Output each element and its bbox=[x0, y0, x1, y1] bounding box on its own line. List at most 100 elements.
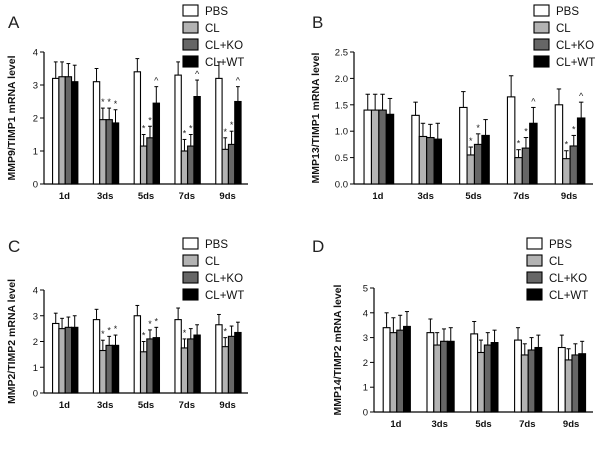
legend-swatch bbox=[182, 55, 199, 68]
y-tick-label: 4 bbox=[33, 286, 38, 297]
y-axis-label: MMP2/TIMP2 mRNA level bbox=[6, 279, 18, 404]
bar bbox=[527, 349, 536, 413]
bar bbox=[389, 332, 398, 413]
bar bbox=[174, 74, 182, 185]
significance-mark: * bbox=[114, 324, 118, 334]
legend-label: CL+KO bbox=[549, 273, 587, 285]
significance-mark: * bbox=[565, 140, 569, 150]
y-tick-label: 0 bbox=[363, 408, 368, 419]
significance-mark: * bbox=[524, 127, 528, 137]
bar bbox=[180, 347, 189, 394]
bar bbox=[221, 346, 229, 394]
y-tick-label: 2 bbox=[33, 337, 38, 348]
significance-mark: * bbox=[155, 316, 159, 326]
bar bbox=[564, 359, 573, 413]
bar bbox=[52, 77, 60, 185]
bar bbox=[481, 134, 490, 185]
bar bbox=[111, 344, 120, 394]
legend: PBS CL CL+KO CL+WT bbox=[533, 4, 595, 69]
bar bbox=[52, 322, 60, 394]
x-category-label: 1d bbox=[372, 191, 383, 202]
y-tick-label: 0.5 bbox=[335, 153, 348, 164]
legend-swatch bbox=[526, 237, 543, 250]
bar bbox=[227, 335, 236, 394]
x-category-label: 3ds bbox=[97, 191, 113, 202]
bar bbox=[174, 319, 182, 394]
bar bbox=[105, 119, 113, 185]
significance-mark: * bbox=[101, 329, 105, 339]
legend-label: CL+WT bbox=[205, 290, 244, 302]
legend: PBS CL CL+KO CL+WT bbox=[526, 237, 588, 302]
y-tick-label: 4 bbox=[33, 48, 38, 59]
bar bbox=[554, 104, 564, 185]
y-tick-label: 1 bbox=[33, 147, 38, 158]
legend-label: CL+WT bbox=[556, 57, 595, 69]
legend-swatch bbox=[533, 4, 550, 17]
bar bbox=[370, 109, 380, 185]
y-tick-label: 0 bbox=[33, 180, 38, 191]
bar bbox=[187, 145, 195, 185]
bar bbox=[64, 76, 73, 185]
bar bbox=[58, 328, 66, 394]
bar bbox=[221, 148, 229, 185]
bar bbox=[411, 114, 420, 185]
panel-letter: A bbox=[8, 13, 20, 32]
y-tick-label: 2.5 bbox=[335, 48, 348, 59]
bar bbox=[557, 346, 566, 413]
bar bbox=[363, 109, 372, 185]
bar bbox=[562, 158, 571, 185]
panel-c: C MMP2/TIMP2 mRNA level 0 1 2 3 4 1d 3ds 5ds 7ds 9d… bbox=[6, 237, 248, 411]
legend-label: CL bbox=[205, 23, 220, 35]
bar bbox=[382, 327, 391, 413]
bar bbox=[569, 145, 579, 185]
panel-letter: C bbox=[8, 237, 20, 256]
x-category-label: 3ds bbox=[97, 400, 113, 411]
bar bbox=[92, 81, 101, 185]
legend-label: CL bbox=[556, 23, 571, 35]
legend-swatch bbox=[526, 271, 543, 284]
significance-mark: * bbox=[183, 328, 187, 338]
bar bbox=[433, 138, 443, 185]
bar bbox=[576, 117, 586, 185]
bar bbox=[426, 136, 435, 185]
significance-mark: * bbox=[148, 319, 152, 329]
significance-mark: ^ bbox=[154, 76, 159, 86]
legend-label: PBS bbox=[205, 6, 228, 18]
y-tick-label: 2.0 bbox=[335, 74, 348, 85]
y-tick-label: 4 bbox=[363, 308, 368, 319]
bar bbox=[64, 326, 73, 394]
bar bbox=[571, 354, 580, 413]
legend-swatch bbox=[182, 271, 199, 284]
y-tick-label: 5 bbox=[363, 284, 368, 295]
bar bbox=[139, 351, 148, 394]
bar bbox=[133, 71, 142, 185]
y-tick-label: 0 bbox=[33, 389, 38, 400]
legend-label: PBS bbox=[205, 239, 228, 251]
x-category-label: 1d bbox=[59, 400, 70, 411]
bar bbox=[193, 96, 201, 185]
significance-mark: * bbox=[142, 124, 146, 134]
legend-swatch bbox=[182, 237, 199, 250]
bar bbox=[227, 143, 236, 185]
x-category-label: 9ds bbox=[561, 191, 577, 202]
legend-label: CL+WT bbox=[205, 57, 244, 69]
x-category-label: 3ds bbox=[432, 419, 448, 430]
legend-label: CL+KO bbox=[205, 273, 243, 285]
y-tick-label: 1.0 bbox=[335, 127, 348, 138]
bar bbox=[146, 338, 154, 394]
bar bbox=[139, 145, 148, 185]
y-axis-label: MMP14/TIMP2 mRNA level bbox=[332, 284, 344, 415]
y-tick-label: 2 bbox=[33, 114, 38, 125]
significance-mark: * bbox=[476, 123, 480, 133]
x-category-label: 9ds bbox=[219, 400, 235, 411]
bar bbox=[187, 338, 195, 394]
significance-mark: ^ bbox=[236, 76, 241, 86]
y-axis-label: MMP13/TIMP1 mRNA level bbox=[310, 52, 322, 183]
bar bbox=[378, 109, 387, 185]
bar bbox=[466, 154, 476, 185]
bar bbox=[470, 333, 479, 413]
significance-mark: ^ bbox=[531, 96, 536, 106]
legend-label: PBS bbox=[549, 239, 572, 251]
